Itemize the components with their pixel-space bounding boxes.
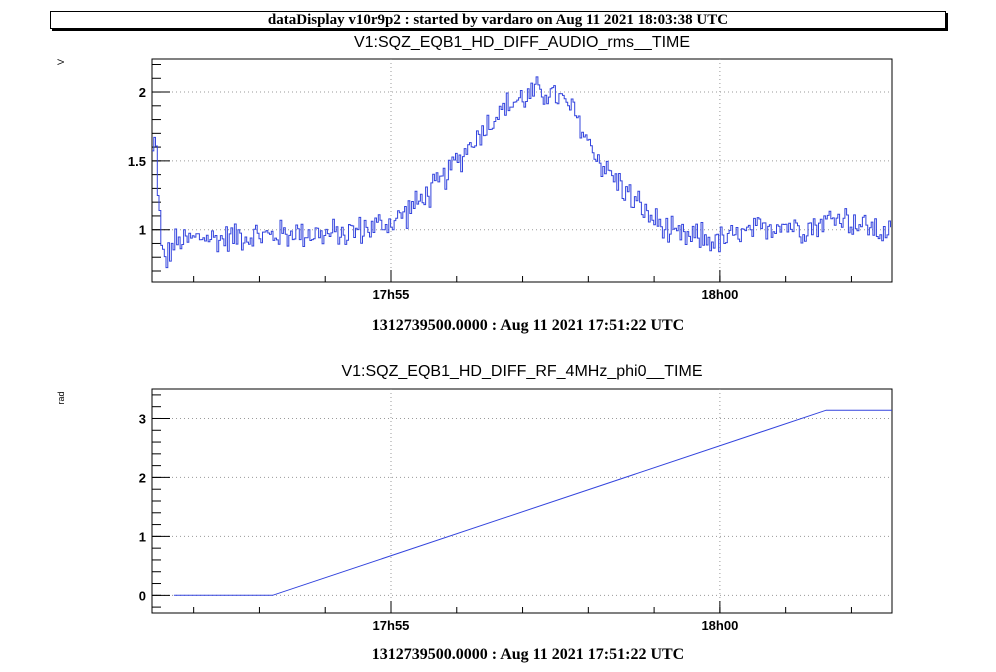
x-axis-label: 1312739500.0000 : Aug 11 2021 17:51:22 U… bbox=[372, 646, 684, 663]
x-tick-label: 18h00 bbox=[701, 287, 738, 302]
y-tick-label: 1.5 bbox=[128, 154, 146, 169]
y-tick-label: 1 bbox=[139, 529, 146, 544]
chart-title: V1:SQZ_EQB1_HD_DIFF_AUDIO_rms__TIME bbox=[354, 34, 690, 51]
x-tick-label: 17h55 bbox=[373, 618, 410, 633]
y-axis-label: V bbox=[56, 59, 66, 65]
y-axis-label: rad bbox=[56, 391, 66, 404]
plot-frame bbox=[151, 388, 893, 614]
app-header-bar: dataDisplay v10r9p2 : started by vardaro… bbox=[50, 11, 946, 29]
header-text: dataDisplay v10r9p2 : started by vardaro… bbox=[267, 12, 729, 28]
series-line-1 bbox=[173, 409, 892, 596]
x-tick-label: 17h55 bbox=[373, 287, 410, 302]
y-tick-label: 2 bbox=[139, 470, 146, 485]
y-tick-label: 3 bbox=[139, 411, 146, 426]
y-tick-label: 0 bbox=[139, 588, 146, 603]
y-tick-label: 2 bbox=[139, 85, 146, 100]
x-axis-label: 1312739500.0000 : Aug 11 2021 17:51:22 U… bbox=[372, 317, 684, 334]
y-tick-label: 1 bbox=[139, 223, 146, 238]
series-line-1 bbox=[152, 76, 891, 269]
chart-title: V1:SQZ_EQB1_HD_DIFF_RF_4MHz_phi0__TIME bbox=[341, 363, 702, 380]
x-tick-label: 18h00 bbox=[701, 618, 738, 633]
